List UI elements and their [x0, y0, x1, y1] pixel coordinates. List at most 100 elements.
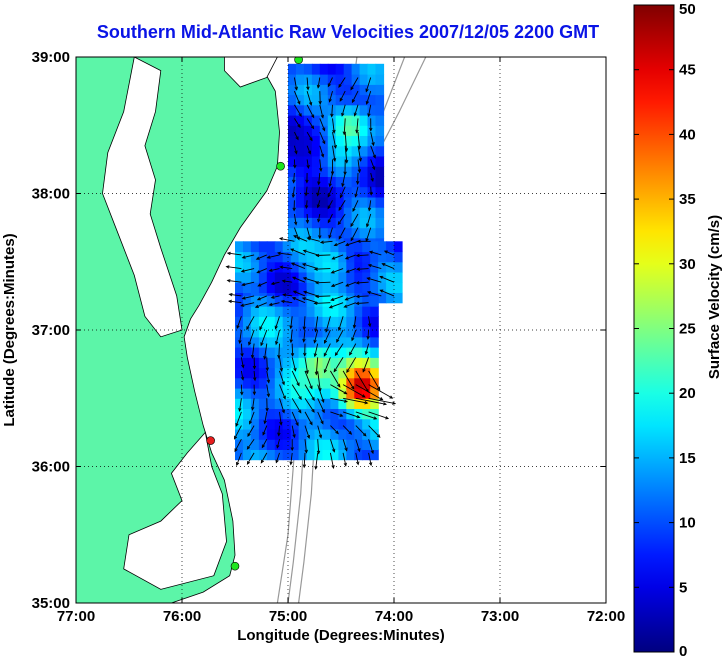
velocity-arrow — [342, 411, 360, 418]
velocity-arrowhead — [297, 100, 301, 105]
velocity-cell — [327, 115, 337, 126]
velocity-cell — [235, 251, 244, 263]
velocity-arrow — [350, 77, 359, 90]
velocity-cell — [296, 176, 305, 188]
velocity-arrowhead — [343, 391, 348, 395]
velocity-cell — [354, 261, 363, 273]
velocity-cell — [359, 156, 369, 167]
velocity-cell — [235, 306, 244, 317]
velocity-arrowhead — [291, 297, 296, 301]
velocity-arrow — [357, 145, 362, 161]
velocity-cell — [258, 357, 268, 369]
velocity-cell — [311, 166, 321, 177]
velocity-cell — [243, 377, 252, 389]
velocity-cell — [235, 367, 244, 379]
velocity-arrow — [293, 290, 306, 297]
velocity-cell — [322, 367, 332, 379]
colorbar-tick-label: 0 — [679, 643, 687, 659]
velocity-cell — [250, 408, 260, 420]
radar-site-marker — [230, 561, 240, 571]
velocity-arrowhead — [353, 112, 357, 117]
velocity-arrow — [329, 302, 344, 309]
velocity-arrowhead — [309, 421, 313, 426]
velocity-cell — [367, 104, 377, 116]
velocity-cell — [335, 186, 345, 198]
velocity-arrowhead — [302, 290, 307, 294]
velocity-arrowhead — [367, 323, 372, 328]
velocity-cell — [296, 166, 305, 177]
velocity-cell — [346, 241, 355, 253]
velocity-cell — [296, 227, 305, 239]
velocity-arrow — [293, 131, 299, 140]
velocity-cell — [330, 377, 339, 389]
velocity-arrow — [279, 398, 285, 413]
velocity-cell — [367, 227, 377, 239]
velocity-arrowhead — [292, 276, 297, 280]
velocity-cell — [354, 336, 363, 348]
velocity-arrowhead — [337, 327, 342, 332]
velocity-arrowhead — [251, 406, 255, 411]
velocity-arrow — [356, 281, 369, 284]
velocity-arrow — [370, 145, 376, 158]
velocity-arrowhead — [293, 235, 298, 239]
velocity-cell — [354, 316, 363, 328]
velocity-cell — [266, 295, 276, 307]
velocity-arrowhead — [323, 352, 327, 357]
velocity-cell — [319, 63, 329, 75]
velocity-arrow — [236, 452, 242, 466]
velocity-cell — [250, 241, 260, 253]
velocity-arrow — [338, 227, 346, 240]
velocity-cell — [298, 316, 308, 328]
velocity-arrow — [355, 425, 367, 437]
velocity-arrowhead — [278, 237, 284, 241]
velocity-cell — [298, 439, 308, 450]
velocity-arrow — [368, 370, 381, 390]
velocity-arrow — [319, 118, 326, 131]
velocity-cell — [370, 272, 379, 283]
velocity-cell — [346, 316, 355, 328]
velocity-cell — [235, 388, 244, 399]
velocity-arrowhead — [344, 297, 349, 301]
velocity-cell — [367, 217, 377, 229]
velocity-cell — [370, 251, 379, 263]
velocity-arrowhead — [335, 430, 339, 435]
velocity-cell — [290, 306, 300, 317]
velocity-arrowhead — [369, 191, 373, 196]
velocity-arrow — [329, 452, 334, 469]
velocity-cell — [298, 377, 308, 389]
velocity-arrow — [368, 200, 372, 211]
velocity-cell — [351, 115, 361, 126]
velocity-arrowhead — [362, 432, 367, 437]
velocity-cell — [288, 125, 297, 136]
velocity-arrowhead — [281, 409, 285, 414]
velocity-arrow — [260, 452, 268, 464]
velocity-cell — [274, 377, 284, 389]
velocity-arrow — [316, 254, 331, 256]
velocity-arrowhead — [310, 125, 315, 130]
velocity-arrow — [365, 343, 370, 355]
velocity-arrowhead — [320, 153, 325, 158]
velocity-cell — [306, 429, 316, 440]
velocity-arrowhead — [337, 221, 342, 226]
velocity-arrowhead — [341, 112, 345, 117]
velocity-cell — [290, 357, 300, 369]
velocity-arrow — [269, 268, 280, 272]
velocity-cell — [359, 227, 369, 239]
velocity-arrowhead — [336, 338, 340, 343]
velocity-cell — [306, 377, 316, 389]
velocity-cell — [338, 377, 347, 389]
velocity-arrow — [355, 370, 369, 393]
velocity-cell — [354, 418, 363, 430]
velocity-cell — [274, 241, 284, 253]
velocity-arrowhead — [320, 420, 324, 425]
velocity-cell — [338, 272, 347, 283]
velocity-arrowhead — [330, 171, 335, 176]
velocity-cell — [375, 125, 385, 136]
velocity-cell — [274, 398, 284, 409]
velocity-cell — [266, 241, 276, 253]
velocity-cell — [243, 295, 252, 307]
velocity-cell — [375, 227, 385, 239]
velocity-cell — [359, 166, 369, 177]
velocity-arrow — [291, 411, 299, 426]
velocity-arrow — [257, 268, 267, 274]
